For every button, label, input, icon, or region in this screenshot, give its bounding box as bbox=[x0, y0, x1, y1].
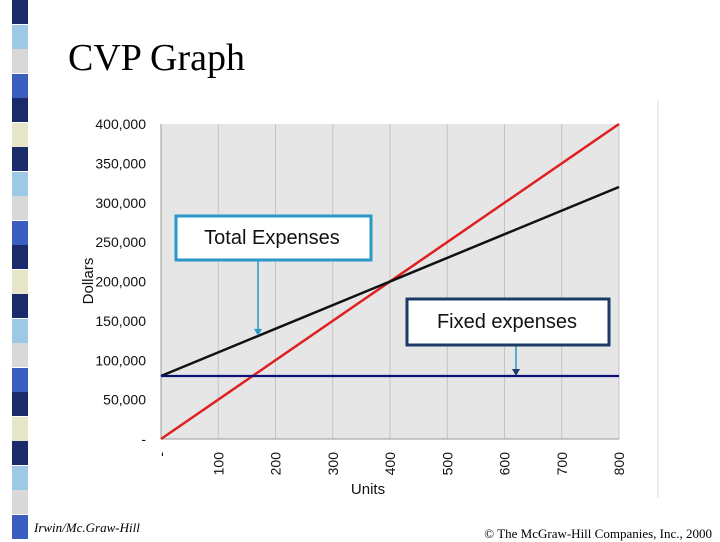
total-expenses-callout-box bbox=[174, 214, 373, 262]
stripe-block bbox=[12, 122, 28, 147]
y-tick-label: 350,000 bbox=[95, 155, 146, 171]
x-tick-label: 800 bbox=[611, 452, 627, 476]
stripe-block bbox=[12, 196, 28, 220]
x-axis-label: Units bbox=[351, 481, 385, 498]
stripe-block bbox=[12, 465, 28, 490]
y-tick-label: 300,000 bbox=[95, 195, 146, 211]
total-expenses-line bbox=[160, 185, 620, 378]
x-tick-label: 500 bbox=[439, 452, 455, 476]
x-tick-label: 600 bbox=[497, 452, 513, 476]
x-tick-label: 100 bbox=[210, 452, 226, 476]
y-tick-label: 150,000 bbox=[95, 313, 146, 329]
copyright-footer: © The McGraw-Hill Companies, Inc., 2000 bbox=[484, 526, 712, 541]
x-tick-label: 300 bbox=[325, 452, 341, 476]
y-tick-label: - bbox=[141, 431, 146, 447]
y-tick-label: 400,000 bbox=[95, 116, 146, 132]
stripe-block bbox=[12, 441, 28, 465]
stripe-block bbox=[12, 171, 28, 196]
x-tick-label: 400 bbox=[382, 452, 398, 476]
stripe-block bbox=[12, 294, 28, 318]
y-axis-label: Dollars bbox=[80, 258, 97, 305]
stripe-block bbox=[12, 220, 28, 245]
stripe-block bbox=[12, 24, 28, 49]
stripe-block bbox=[12, 73, 28, 98]
y-tick-label: 50,000 bbox=[103, 392, 146, 408]
slide-title: CVP Graph bbox=[68, 37, 245, 79]
stripe-block bbox=[12, 490, 28, 514]
stripe-block bbox=[12, 367, 28, 392]
fixed-expenses-callout-box bbox=[405, 297, 611, 347]
stripe-block bbox=[12, 147, 28, 171]
stripe-block bbox=[12, 98, 28, 122]
stripe-block bbox=[12, 269, 28, 294]
stripe-block bbox=[12, 318, 28, 343]
publisher-footer: Irwin/Mc.Graw-Hill bbox=[34, 520, 140, 535]
stripe-block bbox=[12, 245, 28, 269]
stripe-block bbox=[12, 514, 28, 539]
fixed-expenses-callout-arrowhead bbox=[512, 369, 520, 376]
x-tick-label: 200 bbox=[268, 452, 284, 476]
y-tick-label: 250,000 bbox=[95, 234, 146, 250]
y-tick-label: 100,000 bbox=[95, 352, 146, 368]
x-tick-label: 700 bbox=[554, 452, 570, 476]
total-expenses-callout-arrowhead bbox=[254, 328, 262, 336]
x-tick-label: - bbox=[153, 452, 169, 457]
stripe-block bbox=[12, 392, 28, 416]
y-tick-label: 200,000 bbox=[95, 274, 146, 290]
decorative-stripe bbox=[0, 0, 32, 540]
stripe-block bbox=[12, 49, 28, 73]
stripe-block bbox=[12, 343, 28, 367]
stripe-block bbox=[12, 416, 28, 441]
total-expenses-callout-label: Total Expenses bbox=[204, 227, 340, 249]
fixed-expenses-callout-label: Fixed expenses bbox=[437, 311, 577, 333]
stripe-block bbox=[12, 0, 28, 24]
